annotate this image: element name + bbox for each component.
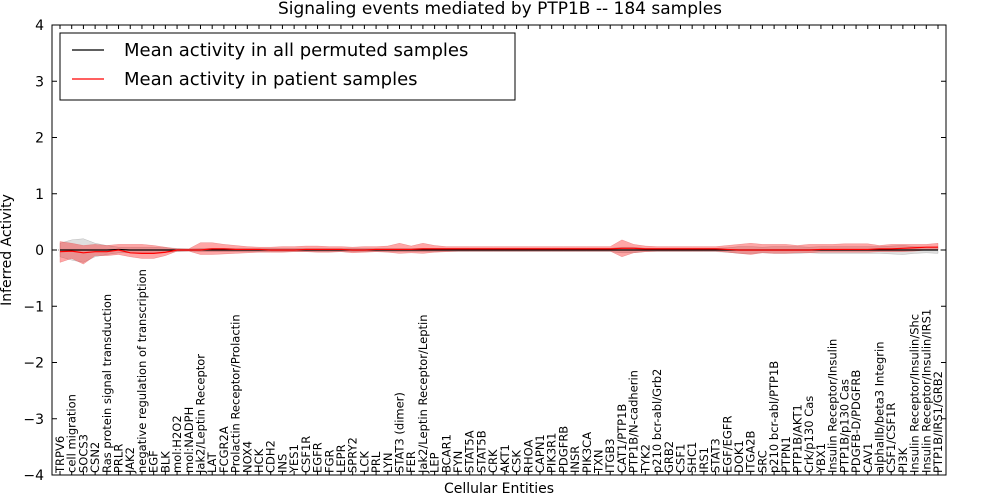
x-category-label: LEP [428, 452, 442, 473]
x-category-label: negative regulation of transcription [135, 269, 149, 473]
band-series-1 [59, 239, 939, 265]
x-category-label: Insulin Receptor/Insulin/IRS1 [919, 309, 933, 473]
x-category-label: FER [404, 451, 418, 473]
x-category-label: Crk/p130 Cas [802, 396, 816, 473]
x-category-label: SHC1 [685, 442, 699, 473]
x-category-label: CAV1 [861, 443, 875, 473]
x-category-label: EGF [147, 450, 161, 473]
x-category-label: PIK3CA [580, 432, 594, 473]
x-category-label: PTP1B/AKT1 [791, 404, 805, 473]
legend-label-patient: Mean activity in patient samples [124, 69, 418, 90]
x-category-label: ITGA2B [744, 430, 758, 473]
x-category-label: STAT5B [474, 430, 488, 473]
x-category-label: Prolactin Receptor/Prolactin [229, 314, 243, 473]
x-category-label: STAT3 (dimer) [392, 392, 406, 473]
x-category-label: LCK [357, 451, 371, 473]
x-category-label: HCK [252, 448, 266, 473]
x-category-label: BLK [158, 451, 172, 473]
y-tick-label: −3 [23, 412, 44, 428]
x-category-label: PTPN1 [779, 436, 793, 473]
x-category-label: Insulin Receptor/Insulin/Shc [908, 314, 922, 473]
x-category-label: FYN [451, 451, 465, 473]
legend: Mean activity in all permuted samples Me… [59, 32, 516, 101]
x-category-label: SRC [755, 450, 769, 473]
x-category-label: LEPR [334, 444, 348, 473]
x-category-label: SOCS3 [76, 434, 90, 473]
legend-frame [59, 32, 516, 101]
chart-title: Signaling events mediated by PTP1B -- 18… [278, 0, 722, 19]
x-axis-title: Cellular Entities [444, 481, 554, 497]
y-tick-label: −1 [23, 299, 44, 315]
y-tick-label: 1 [35, 187, 44, 203]
x-category-label: FGR [322, 449, 336, 473]
x-category-label: PTP1B/IRS1/GRB2 [931, 371, 945, 473]
x-category-label: CRK [486, 449, 500, 473]
y-tick-label: −2 [23, 356, 44, 372]
x-category-label: Jak2/Leptin Receptor/Leptin [416, 315, 430, 474]
x-category-label: CSN2 [88, 442, 102, 473]
y-axis-ticks: −4 −3 −2 −1 0 1 2 3 4 [23, 18, 946, 484]
y-tick-label: 3 [35, 74, 44, 90]
x-category-label: PIK3R1 [545, 433, 559, 474]
x-category-label: DOK1 [732, 440, 746, 473]
x-category-label: p210 bcr-abl/PTP1B [767, 361, 781, 473]
x-category-label: Insulin Receptor/Insulin [826, 339, 840, 473]
x-category-label: p210 bcr-abl/Grb2 [650, 369, 664, 473]
x-category-label: EGF/EGFR [720, 416, 734, 473]
x-category-label: AKT1 [498, 444, 512, 473]
x-category-label: TRPV6 [53, 436, 67, 474]
x-category-label: BCAR1 [439, 434, 453, 473]
x-category-label: IRS1 [697, 447, 711, 473]
y-tick-label: 2 [35, 131, 44, 147]
x-category-label: SPRY2 [346, 437, 360, 473]
line-series-1 [59, 246, 938, 254]
x-category-label: LYN [381, 452, 395, 473]
x-category-label: YES1 [287, 444, 301, 474]
x-category-label: TYK2 [638, 444, 652, 474]
x-category-label: Ras protein signal transduction [100, 294, 114, 473]
x-category-label: LAT [205, 451, 219, 473]
confidence-bands [59, 238, 939, 265]
x-category-label: alphaIIb/beta3 Integrin [872, 341, 886, 473]
x-category-label: CAPN1 [533, 434, 547, 473]
legend-label-permuted: Mean activity in all permuted samples [124, 40, 468, 61]
x-category-label: YBX1 [814, 443, 828, 474]
y-axis-title: Inferred Activity [0, 194, 15, 306]
x-category-label: EGFR [311, 442, 325, 473]
x-category-label: INS [275, 454, 289, 473]
x-category-label: PDGFRB [556, 426, 570, 473]
x-category-label: PTP1B/p130 Cas [837, 379, 851, 473]
x-category-label: PRLR [112, 444, 126, 473]
x-category-label: mol:H2O2 [170, 415, 184, 473]
x-category-label: JAK2 [123, 447, 137, 474]
x-category-label: CSK [510, 450, 524, 473]
x-category-label: STAT5A [463, 430, 477, 473]
x-category-label: CSF1 [673, 444, 687, 473]
x-category-label: TXN [592, 449, 606, 474]
series-lines [59, 246, 938, 254]
x-category-label: STAT3 [709, 438, 723, 473]
x-category-label: NOX4 [240, 441, 254, 473]
y-tick-label: 0 [35, 243, 44, 259]
x-category-label: PTP1B/N-cadherin [627, 370, 641, 473]
x-category-label: ITGB3 [603, 438, 617, 473]
x-category-label: INSR [568, 446, 582, 473]
x-category-label: PDGFB-D/PDGFRB [849, 370, 863, 473]
x-category-label: CDH2 [264, 440, 278, 473]
x-category-label: PRL [369, 451, 383, 473]
y-tick-label: 4 [35, 18, 44, 34]
x-category-label: GRB2 [662, 441, 676, 473]
x-category-label: CSF1R [299, 436, 313, 473]
x-category-label: Jak2/Leptin Receptor [193, 354, 207, 474]
x-category-label: PI3K [896, 447, 910, 473]
x-category-label: CSF1/CSF1R [884, 403, 898, 473]
y-tick-label: −4 [23, 468, 44, 484]
x-category-label: FCGR2A [217, 426, 231, 473]
x-category-label: RHOA [521, 440, 535, 473]
x-category-label: CAT1/PTP1B [615, 404, 629, 473]
x-category-label: cell migration [65, 394, 79, 473]
x-category-label: mol:NADPH [182, 407, 196, 473]
